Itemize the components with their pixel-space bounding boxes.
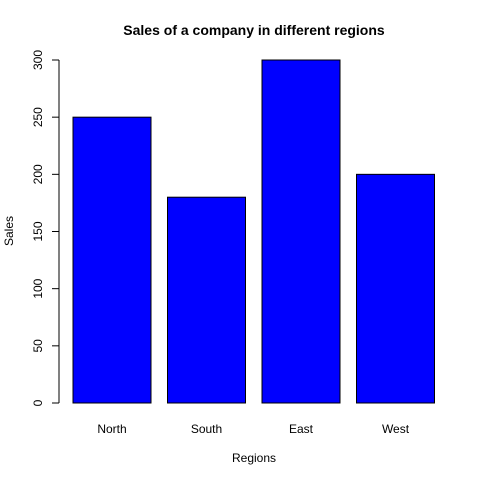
y-axis-label: Sales (2, 216, 16, 246)
x-tick-label: West (382, 422, 410, 436)
bar-east (261, 59, 341, 404)
y-tick-label: 150 (31, 221, 45, 241)
bars-group (72, 59, 435, 404)
x-axis-label: Regions (232, 451, 276, 465)
y-tick-label: 0 (31, 399, 45, 406)
bar-west (356, 173, 435, 404)
y-tick-label: 250 (31, 107, 45, 127)
y-tick-label: 200 (31, 164, 45, 184)
bar-north (72, 116, 152, 404)
y-axis-ticks: 0 50 100 150 200 250 300 (31, 50, 59, 406)
x-tick-label: South (191, 422, 222, 436)
x-tick-label: East (289, 422, 314, 436)
chart-title: Sales of a company in different regions (123, 22, 385, 38)
x-tick-label: North (97, 422, 126, 436)
y-tick-label: 50 (31, 339, 45, 353)
y-tick-label: 300 (31, 50, 45, 70)
bar-south (167, 196, 246, 404)
x-axis-tick-labels: North South East West (97, 422, 409, 436)
y-tick-label: 100 (31, 278, 45, 298)
